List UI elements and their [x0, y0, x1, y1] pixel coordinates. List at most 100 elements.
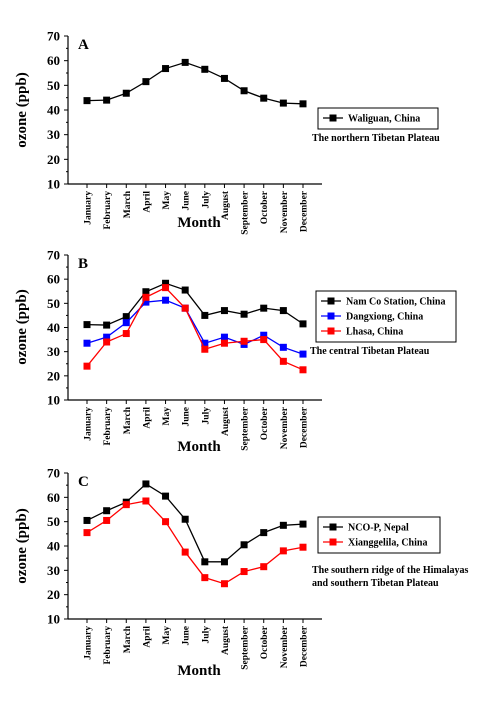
- y-tick-label: 70: [47, 248, 60, 263]
- y-tick-label: 10: [47, 612, 60, 627]
- data-point: [162, 284, 170, 292]
- data-point: [220, 307, 228, 315]
- panel-letter: B: [78, 256, 88, 272]
- data-point: [103, 333, 111, 341]
- data-point: [142, 293, 150, 301]
- legend-swatch-marker: [327, 327, 335, 335]
- data-point: [299, 366, 307, 374]
- data-point: [260, 336, 268, 344]
- y-tick-label: 40: [47, 320, 60, 335]
- data-point: [201, 65, 209, 73]
- x-tick-label: July: [201, 626, 211, 644]
- data-point: [122, 501, 130, 509]
- data-point: [181, 304, 189, 312]
- data-point: [279, 547, 287, 555]
- series-line: [86, 61, 304, 105]
- panel-letter: C: [78, 474, 89, 490]
- data-point: [260, 331, 268, 339]
- x-tick-label: September: [241, 406, 251, 451]
- data-point: [162, 279, 170, 287]
- x-tick-label: February: [103, 407, 113, 446]
- x-tick-label: July: [201, 191, 211, 209]
- series-line: [86, 282, 304, 326]
- y-tick-label: 60: [47, 490, 60, 505]
- data-point: [83, 516, 91, 524]
- y-axis-title: ozone (ppb): [14, 289, 30, 364]
- y-tick-label: 50: [47, 296, 60, 311]
- legend-swatch-marker: [329, 523, 337, 531]
- x-tick-label: January: [84, 626, 94, 660]
- region-label: and southern Tibetan Plateau: [312, 578, 439, 589]
- x-tick-label: August: [221, 406, 231, 436]
- data-point: [201, 311, 209, 319]
- y-tick-label: 10: [47, 393, 60, 408]
- data-point: [201, 339, 209, 347]
- y-tick-label: 40: [47, 539, 60, 554]
- data-point: [103, 96, 111, 104]
- legend-swatch-marker: [329, 114, 337, 122]
- panel-c: 10 20 30 40 50 60 70 January February March April M…: [14, 466, 468, 680]
- x-tick-label: December: [300, 190, 310, 232]
- y-tick-label: 30: [47, 563, 60, 578]
- data-point: [201, 574, 209, 582]
- data-point: [260, 563, 268, 571]
- data-point: [122, 313, 130, 321]
- data-point: [142, 497, 150, 505]
- x-tick-label: November: [280, 190, 290, 233]
- panel-letter: A: [78, 37, 89, 53]
- x-tick-label: October: [260, 625, 270, 659]
- data-point: [142, 288, 150, 296]
- y-tick-label: 60: [47, 272, 60, 287]
- x-tick-label: November: [280, 625, 290, 668]
- series-line: [86, 483, 304, 563]
- x-tick-label: April: [142, 191, 152, 213]
- x-tick-label: June: [182, 626, 192, 646]
- x-tick-label: September: [241, 190, 251, 235]
- y-axis-title: ozone (ppb): [14, 72, 30, 147]
- y-tick-label: 50: [47, 78, 60, 93]
- x-tick-label: August: [221, 625, 231, 655]
- data-point: [260, 94, 268, 102]
- y-tick-label: 40: [47, 103, 60, 118]
- legend-label: Nam Co Station, China: [346, 297, 445, 308]
- x-tick-label: May: [162, 407, 172, 426]
- series-line: [86, 299, 304, 355]
- y-tick-label: 70: [47, 29, 60, 44]
- data-point: [220, 580, 228, 588]
- data-point: [162, 65, 170, 73]
- x-tick-label: May: [162, 191, 172, 210]
- x-tick-label: April: [142, 407, 152, 429]
- region-label: The central Tibetan Plateau: [310, 346, 430, 357]
- data-point: [83, 97, 91, 105]
- data-point: [83, 321, 91, 329]
- legend-label: NCO-P, Nepal: [348, 523, 409, 534]
- legend-label: Waliguan, China: [348, 114, 420, 125]
- x-axis-title: Month: [177, 663, 221, 679]
- data-point: [220, 339, 228, 347]
- data-point: [181, 58, 189, 66]
- data-point: [162, 492, 170, 500]
- x-tick-label: July: [201, 407, 211, 425]
- y-tick-label: 20: [47, 368, 60, 383]
- data-point: [279, 307, 287, 315]
- data-point: [240, 310, 248, 318]
- y-tick-label: 70: [47, 466, 60, 481]
- y-tick-label: 60: [47, 53, 60, 68]
- data-point: [181, 515, 189, 523]
- legend-swatch-marker: [329, 538, 337, 546]
- x-tick-label: January: [84, 407, 94, 441]
- data-point: [103, 516, 111, 524]
- data-point: [201, 558, 209, 566]
- x-tick-label: March: [123, 625, 133, 653]
- region-label: The northern Tibetan Plateau: [312, 133, 440, 144]
- data-point: [83, 362, 91, 370]
- data-point: [240, 337, 248, 345]
- legend-label: Dangxiong, China: [346, 312, 423, 323]
- x-tick-label: April: [142, 626, 152, 648]
- data-point: [279, 343, 287, 351]
- x-tick-label: March: [123, 406, 133, 434]
- data-point: [240, 541, 248, 549]
- x-axis-title: Month: [177, 215, 221, 231]
- region-label: The southern ridge of the Himalayas: [312, 565, 468, 576]
